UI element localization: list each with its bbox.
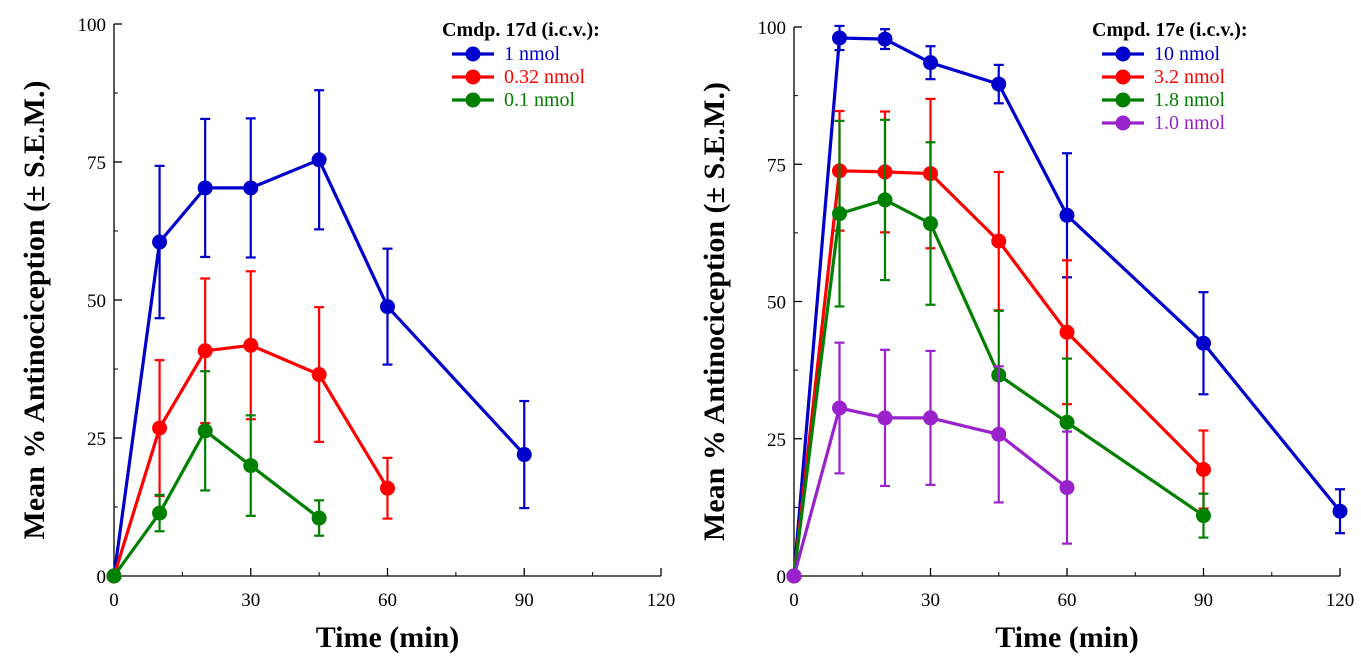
- y-axis-title: Mean % Antinociception (± S.E.M.): [18, 81, 51, 540]
- data-point: [311, 152, 327, 168]
- y-tick-label: 25: [767, 430, 786, 451]
- legend-swatch-marker: [465, 69, 481, 85]
- y-tick-label: 25: [87, 429, 106, 450]
- data-point: [197, 180, 213, 196]
- data-point: [877, 192, 893, 208]
- y-axis-title: Mean % Antinociception (± S.E.M.): [698, 82, 731, 541]
- data-point: [243, 180, 259, 196]
- series-line: [792, 36, 1342, 577]
- data-point-origin: [786, 568, 802, 584]
- data-point: [1196, 335, 1211, 351]
- x-tick-label: 0: [789, 590, 799, 611]
- series-10-nmol: [786, 24, 1348, 584]
- legend-item: 1.0 nmol: [1102, 112, 1226, 134]
- data-point: [832, 30, 847, 46]
- y-tick-label: 100: [78, 15, 107, 36]
- data-point-origin: [106, 568, 122, 584]
- legend-swatch-marker: [465, 46, 481, 62]
- data-point: [923, 55, 938, 71]
- legend-label: 0.1 nmol: [504, 89, 576, 111]
- data-point: [243, 458, 259, 474]
- legend-swatch-marker: [1115, 115, 1131, 131]
- y-tick-label: 100: [758, 18, 787, 39]
- data-point: [1332, 503, 1348, 519]
- x-tick-label: 0: [109, 590, 119, 611]
- data-point: [311, 510, 327, 526]
- legend-title: Cmpd. 17e (i.c.v.):: [1092, 19, 1248, 41]
- y-tick-label: 75: [87, 153, 106, 174]
- series-1-0-nmol: [786, 341, 1075, 584]
- series-line: [112, 429, 321, 577]
- data-point: [832, 206, 847, 222]
- data-point: [197, 423, 213, 439]
- data-point: [311, 367, 327, 383]
- legend-item: 0.32 nmol: [452, 66, 586, 88]
- legend-item: 1 nmol: [452, 43, 561, 65]
- legend-item: 3.2 nmol: [1102, 66, 1226, 88]
- series-1-nmol: [106, 89, 532, 584]
- x-tick-label: 90: [1194, 590, 1213, 611]
- x-axis-title: Time (min): [995, 621, 1139, 654]
- legend-swatch-marker: [1115, 92, 1131, 108]
- data-point: [991, 426, 1007, 442]
- x-tick-label: 30: [921, 590, 940, 611]
- x-tick-label: 60: [1058, 590, 1077, 611]
- data-point: [877, 410, 893, 426]
- data-point: [152, 505, 168, 521]
- legend-item: 1.8 nmol: [1102, 89, 1226, 111]
- legend-item: 0.1 nmol: [452, 89, 576, 111]
- x-tick-label: 60: [378, 590, 397, 611]
- data-point: [197, 343, 213, 359]
- x-axis-title: Time (min): [316, 621, 460, 654]
- series-line: [112, 343, 389, 577]
- legend-title: Cmdp. 17d (i.c.v.):: [442, 19, 600, 41]
- legend-label: 3.2 nmol: [1154, 66, 1226, 88]
- data-point: [1059, 480, 1075, 496]
- data-point: [1059, 324, 1075, 340]
- data-point: [832, 400, 847, 416]
- legend-swatch-marker: [1115, 46, 1131, 62]
- y-tick-label: 50: [767, 293, 786, 314]
- legend-label: 1.8 nmol: [1154, 89, 1226, 111]
- data-point: [923, 216, 938, 232]
- legend-swatch-marker: [465, 92, 481, 108]
- data-point: [380, 480, 395, 496]
- data-point: [243, 337, 259, 353]
- data-point: [152, 234, 168, 250]
- data-point: [877, 31, 893, 47]
- data-point: [991, 76, 1007, 92]
- chart-panel-2: 0 30 60 90 120 0 25 50 75 100 Time (min) Mean % Ant…: [698, 18, 1354, 654]
- y-tick-label: 0: [777, 567, 787, 588]
- x-tick-label: 90: [515, 590, 534, 611]
- legend-swatch-marker: [1115, 69, 1131, 85]
- y-tick-label: 0: [97, 567, 107, 588]
- data-point: [1059, 414, 1075, 430]
- data-point: [1196, 461, 1211, 477]
- legend-label: 1.0 nmol: [1154, 112, 1226, 134]
- data-point: [991, 233, 1007, 249]
- x-tick-label: 120: [1326, 590, 1355, 611]
- chart-panel-1: 0 30 60 90 120 0 25 50 75 100 Time (min) Mean % Ant…: [18, 15, 675, 654]
- data-point: [1059, 207, 1075, 223]
- data-point: [923, 410, 938, 426]
- series-line: [792, 406, 1068, 577]
- legend-item: 10 nmol: [1102, 43, 1221, 65]
- legend-label: 10 nmol: [1154, 43, 1221, 65]
- legend-label: 0.32 nmol: [504, 66, 586, 88]
- legend-label: 1 nmol: [504, 43, 561, 65]
- y-tick-label: 75: [767, 155, 786, 176]
- data-point: [1196, 508, 1211, 524]
- y-tick-label: 50: [87, 291, 106, 312]
- series-0-1-nmol: [106, 370, 327, 584]
- data-point: [152, 420, 168, 436]
- data-point: [516, 447, 532, 463]
- x-tick-label: 30: [241, 590, 260, 611]
- x-tick-label: 120: [647, 590, 676, 611]
- data-point: [380, 299, 395, 315]
